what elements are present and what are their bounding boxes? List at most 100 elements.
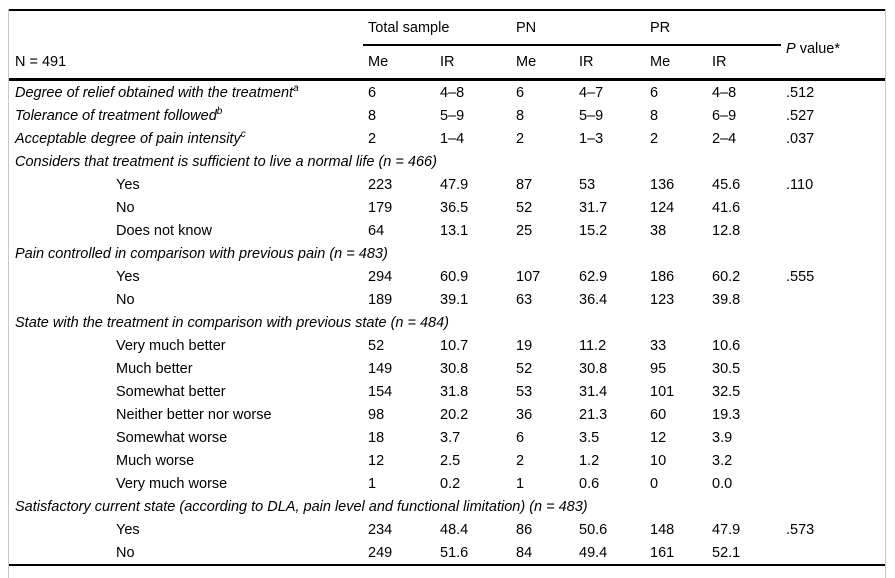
p-value bbox=[781, 357, 885, 380]
cell-value: 2–4 bbox=[712, 130, 737, 147]
cell-value: 4–8 bbox=[440, 84, 465, 101]
footnote-marker: b bbox=[216, 105, 223, 117]
table-row: Does not know 64 13.1 25 15.2 38 12.8 bbox=[9, 219, 885, 242]
row-label: Somewhat better bbox=[116, 383, 226, 400]
cell-value: 3.7 bbox=[440, 429, 461, 446]
cell-value: 47.9 bbox=[440, 176, 469, 193]
group-pr: PR bbox=[645, 10, 781, 46]
cell-value: 249 bbox=[363, 541, 435, 566]
row-label: Does not know bbox=[116, 222, 212, 239]
table-row: Very much worse 1 0.2 1 0.6 0 0.0 bbox=[9, 472, 885, 495]
cell-value: 8 bbox=[368, 107, 377, 124]
row-label: Yes bbox=[116, 521, 140, 538]
cell-value: 98 bbox=[368, 406, 385, 423]
cell-value: 41.6 bbox=[712, 199, 741, 216]
table-row: Neither better nor worse 98 20.2 36 21.3 60 19… bbox=[9, 403, 885, 426]
row-label: Tolerance of treatment followedb bbox=[15, 105, 223, 124]
cell-value: 179 bbox=[368, 199, 393, 216]
cell-value: 13.1 bbox=[440, 222, 469, 239]
table-row: Yes 294 60.9 107 62.9 186 60.2 .555 bbox=[9, 265, 885, 288]
cell-value: 10.6 bbox=[712, 337, 741, 354]
table-frame: Total sample PN PR P value* N = 491 Me I… bbox=[8, 9, 886, 578]
cell-value: 3.2 bbox=[712, 452, 733, 469]
cell-value: 18 bbox=[368, 429, 385, 446]
cell-value: 25 bbox=[516, 222, 533, 239]
row-label: Very much worse bbox=[116, 475, 228, 492]
p-value bbox=[781, 334, 885, 357]
section-header: Considers that treatment is sufficient t… bbox=[15, 153, 437, 170]
cell-value: 3.9 bbox=[712, 429, 733, 446]
cell-value: 33 bbox=[650, 337, 667, 354]
subheader-me-pr: Me bbox=[645, 45, 707, 81]
cell-value: 5–9 bbox=[440, 107, 465, 124]
cell-value: 2 bbox=[650, 130, 659, 147]
cell-value: 95 bbox=[650, 360, 667, 377]
cell-value: 4–7 bbox=[579, 84, 604, 101]
cell-value: 1–4 bbox=[440, 130, 465, 147]
table-row: Degree of relief obtained with the treat… bbox=[9, 80, 885, 105]
cell-value: 4–8 bbox=[712, 84, 737, 101]
cell-value: 51.6 bbox=[435, 541, 511, 566]
header-spacer bbox=[9, 10, 363, 45]
p-value bbox=[781, 219, 885, 242]
section-row: Considers that treatment is sufficient t… bbox=[9, 150, 885, 173]
cell-value: 19 bbox=[516, 337, 533, 354]
table-row: Tolerance of treatment followedb 8 5–9 8 5–9… bbox=[9, 104, 885, 127]
cell-value: 1 bbox=[368, 475, 377, 492]
section-row: State with the treatment in comparison w… bbox=[9, 311, 885, 334]
table-row: Yes 234 48.4 86 50.6 148 47.9 .573 bbox=[9, 518, 885, 541]
cell-value: 2.5 bbox=[440, 452, 461, 469]
cell-value: 0 bbox=[650, 475, 659, 492]
cell-value: 62.9 bbox=[579, 268, 608, 285]
table-row: Very much better 52 10.7 19 11.2 33 10.6 bbox=[9, 334, 885, 357]
subheader-me-total: Me bbox=[363, 45, 435, 81]
cell-value: 64 bbox=[368, 222, 385, 239]
table-row: Acceptable degree of pain intensityc 2 1–4… bbox=[9, 127, 885, 150]
cell-value: 47.9 bbox=[712, 521, 741, 538]
p-value: .110 bbox=[786, 176, 814, 193]
row-label: Much worse bbox=[116, 452, 195, 469]
cell-value: 20.2 bbox=[440, 406, 469, 423]
cell-value: 161 bbox=[645, 541, 707, 566]
cell-value: 52 bbox=[516, 199, 533, 216]
table-header: Total sample PN PR P value* N = 491 Me I… bbox=[9, 10, 885, 81]
p-value-header-italic: P bbox=[786, 40, 796, 57]
cell-value: 63 bbox=[516, 291, 533, 308]
table-row: Much worse 12 2.5 2 1.2 10 3.2 bbox=[9, 449, 885, 472]
cell-value: 36.4 bbox=[579, 291, 608, 308]
p-value bbox=[781, 288, 885, 311]
cell-value: 189 bbox=[368, 291, 393, 308]
cell-value: 3.5 bbox=[579, 429, 600, 446]
cell-value: 0.0 bbox=[712, 475, 733, 492]
p-value: .037 bbox=[786, 130, 815, 147]
section-header: Satisfactory current state (according to… bbox=[15, 498, 588, 515]
subheader-ir-total: IR bbox=[435, 45, 511, 81]
group-header-row: Total sample PN PR P value* bbox=[9, 10, 885, 81]
cell-value: 52 bbox=[516, 360, 533, 377]
group-pn: PN bbox=[511, 10, 645, 46]
p-value: .555 bbox=[786, 268, 815, 285]
cell-value: 84 bbox=[511, 541, 574, 566]
p-value bbox=[781, 449, 885, 472]
cell-value: 6 bbox=[368, 84, 377, 101]
table-row: No 189 39.1 63 36.4 123 39.8 bbox=[9, 288, 885, 311]
cell-value: 32.5 bbox=[712, 383, 741, 400]
cell-value: 2 bbox=[368, 130, 377, 147]
cell-value: 11.2 bbox=[579, 337, 607, 354]
subheader-me-pn: Me bbox=[511, 45, 574, 81]
cell-value: 234 bbox=[368, 521, 393, 538]
p-value bbox=[781, 380, 885, 403]
cell-value: 1–3 bbox=[579, 130, 604, 147]
cell-value: 5–9 bbox=[579, 107, 604, 124]
cell-value: 31.7 bbox=[579, 199, 608, 216]
row-label: No bbox=[116, 291, 135, 308]
n-label: N = 491 bbox=[9, 45, 363, 81]
cell-value: 36 bbox=[516, 406, 533, 423]
subheader-ir-pn: IR bbox=[574, 45, 645, 81]
cell-value: 10 bbox=[650, 452, 667, 469]
cell-value: 39.8 bbox=[712, 291, 741, 308]
cell-value: 8 bbox=[516, 107, 525, 124]
cell-value: 148 bbox=[650, 521, 675, 538]
row-label: Neither better nor worse bbox=[116, 406, 272, 423]
